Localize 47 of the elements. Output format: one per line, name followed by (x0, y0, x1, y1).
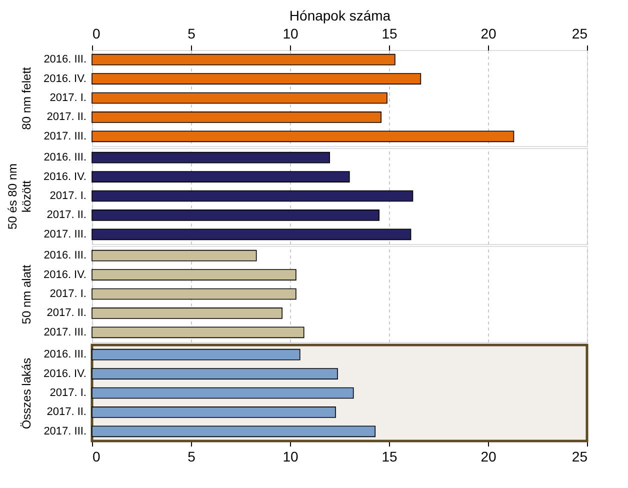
y-tick-label: 2017. I. (50, 387, 86, 399)
y-tick-label: 2017. II. (46, 209, 86, 222)
y-tick-label: 2017. I. (50, 92, 86, 104)
y-tick-label: 2017. II. (46, 111, 86, 124)
x-tick-label: 0 (92, 448, 100, 464)
bar (92, 250, 257, 262)
y-tick-label: 2017. III. (44, 130, 86, 142)
x-tick-label: 20 (480, 448, 496, 464)
y-tick-label: 2016. IV. (43, 170, 86, 183)
y-tick-label: 2016. III. (44, 54, 86, 66)
y-tick-label: 2016. IV. (43, 268, 86, 281)
y-tick-label: 2017. I. (50, 288, 86, 300)
bar (92, 190, 414, 202)
y-axis-title: 80 nm felett (19, 66, 34, 130)
x-tick-label: 25 (572, 448, 588, 464)
x-axis-title: Hónapok száma (289, 8, 391, 24)
x-tick-label: 20 (480, 26, 496, 42)
bar (92, 171, 350, 182)
x-tick-label: 15 (382, 26, 398, 42)
y-tick-label: 2016. III. (44, 250, 86, 262)
y-tick-label: 2017. II. (46, 307, 86, 320)
y-axis-title: Összes lakás (19, 358, 34, 430)
bar (92, 210, 380, 221)
y-tick-label: 2016. IV. (43, 368, 86, 380)
y-axis-title: 50 nm alatt (19, 264, 34, 324)
y-tick-label: 2017. II. (46, 406, 86, 418)
y-tick-label: 2017. I. (50, 190, 86, 202)
bar (92, 269, 296, 280)
x-tick-label: 5 (188, 26, 196, 42)
y-tick-label: 2017. III. (44, 425, 86, 438)
y-tick-label: 2016. IV. (43, 72, 86, 85)
bar (92, 326, 304, 338)
y-tick-label: 2017. III. (44, 228, 86, 240)
x-tick-label: 15 (382, 448, 398, 464)
x-tick-label: 0 (92, 26, 100, 42)
x-tick-label: 10 (282, 26, 298, 42)
y-tick-label: 2016. III. (44, 348, 86, 361)
x-tick-label: 25 (572, 26, 588, 42)
bar (92, 152, 330, 164)
bar (92, 288, 296, 300)
bar (92, 228, 412, 240)
y-axis-title: 50 és 80 nm között (5, 163, 34, 230)
bar (92, 308, 282, 319)
x-tick-label: 5 (188, 448, 196, 464)
y-tick-label: 2016. III. (44, 152, 86, 164)
y-tick-label: 2017. III. (44, 326, 86, 338)
x-tick-label: 10 (282, 448, 298, 464)
